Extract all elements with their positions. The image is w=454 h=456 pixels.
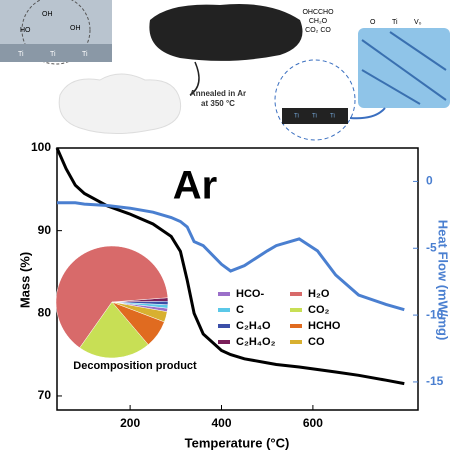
y2-axis-label: Heat Flow (mW/mg)	[436, 220, 451, 341]
surface-label: OH	[70, 25, 81, 32]
product-label: CO₂ CO	[305, 27, 331, 34]
legend-swatch	[290, 324, 302, 328]
y-tick-label: 70	[38, 388, 52, 402]
step-label: at 350 °C	[201, 99, 235, 108]
legend-swatch	[218, 292, 230, 296]
legend-swatch	[218, 340, 230, 344]
particle-label: Ti	[294, 114, 299, 120]
legend-swatch	[290, 292, 302, 296]
x-tick-label: 200	[120, 416, 140, 430]
surface-label: Ti	[18, 51, 24, 58]
crystal-legend: O	[370, 19, 376, 26]
y2-tick-label: -10	[426, 307, 444, 321]
y-tick-label: 90	[38, 223, 52, 237]
x-axis-label: Temperature (°C)	[185, 435, 290, 450]
legend-label: C₂H₄O₂	[236, 336, 276, 348]
particle-label: Ti	[330, 114, 335, 120]
zoom-circle	[274, 59, 356, 141]
legend-label: CO	[308, 336, 325, 348]
legend-label: C₂H₄O	[236, 320, 271, 332]
zoom-circle	[21, 0, 91, 65]
legend-label: HCHO	[308, 320, 341, 332]
crystal-lattice	[361, 31, 447, 105]
legend-label: H₂O	[308, 288, 330, 300]
legend-swatch	[290, 308, 302, 312]
legend-swatch	[218, 324, 230, 328]
y2-tick-label: -5	[426, 240, 437, 254]
legend-swatch	[290, 340, 302, 344]
y-axis-label: Mass (%)	[17, 252, 32, 308]
pie-slice	[79, 301, 149, 359]
series-line	[55, 147, 405, 386]
legend-label: C	[236, 304, 244, 316]
legend-label: HCO-	[236, 288, 264, 300]
surface-label: OH	[42, 11, 53, 18]
y-tick-label: 80	[38, 305, 52, 319]
crystal-legend: V₀	[414, 19, 422, 26]
product-label: CH₂O	[309, 18, 328, 25]
pie-slice	[111, 301, 168, 323]
y2-tick-label: -15	[426, 374, 444, 388]
surface-label: HO	[20, 27, 31, 34]
pie-title: Decomposition product	[73, 360, 197, 372]
y2-tick-label: 0	[426, 174, 433, 188]
step-label: Annealed in Ar	[190, 89, 246, 98]
precursor-cloud	[58, 73, 182, 135]
pie-slice	[55, 245, 169, 349]
series-line	[57, 201, 405, 312]
annealed-particle	[149, 4, 303, 61]
y-tick-label: 100	[31, 140, 51, 154]
crystal-image	[358, 28, 450, 108]
x-tick-label: 400	[211, 416, 231, 430]
arrow	[349, 107, 386, 120]
product-label: OHCCHO	[302, 9, 334, 16]
legend-swatch	[218, 308, 230, 312]
surface-label: Ti	[50, 51, 56, 58]
legend-label: CO₂	[308, 304, 330, 316]
particle-label: Ti	[312, 114, 317, 120]
surface-label: Ti	[82, 51, 88, 58]
plot-frame	[56, 147, 419, 411]
x-tick-label: 600	[303, 416, 323, 430]
chart-title: Ar	[173, 164, 217, 208]
arrow	[189, 61, 200, 96]
particle-surface	[282, 108, 348, 124]
crystal-legend: Ti	[392, 19, 398, 26]
substrate	[0, 44, 112, 62]
